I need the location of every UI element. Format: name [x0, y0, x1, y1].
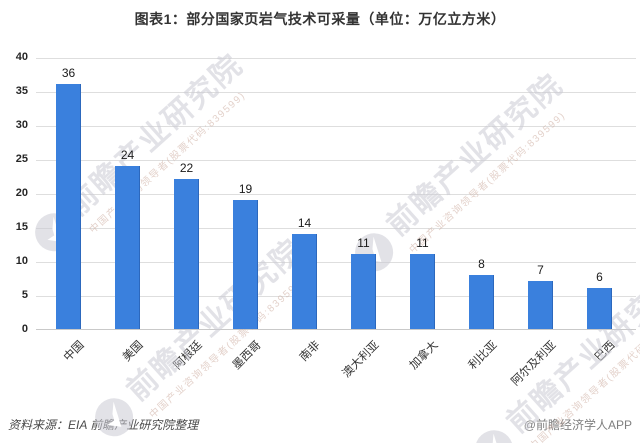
- bar: [469, 274, 494, 329]
- bar: [587, 288, 612, 329]
- plot-area: 36 24 22 19 14 11 11 8 7 6: [36, 58, 636, 330]
- y-tick-label: 35: [15, 85, 28, 97]
- gridline: [36, 296, 636, 297]
- y-tick-label: 0: [21, 323, 28, 335]
- gridline: [36, 194, 636, 195]
- y-tick-label: 15: [15, 221, 28, 233]
- gridline: [36, 58, 636, 59]
- bar-value-label: 11: [416, 236, 429, 251]
- y-tick-label: 40: [15, 51, 28, 63]
- chart-title: 图表1：部分国家页岩气技术可采量（单位：万亿立方米）: [134, 11, 506, 27]
- bar: [410, 254, 435, 329]
- bar: [292, 233, 317, 329]
- bar: [528, 281, 553, 329]
- bar-value-label: 24: [120, 147, 135, 162]
- bar-value-label: 19: [238, 181, 253, 196]
- bar-value-label: 22: [179, 161, 194, 176]
- bar: [115, 165, 140, 329]
- gridline: [36, 262, 636, 263]
- bar-value-label: 36: [61, 66, 76, 81]
- y-tick-label: 25: [15, 153, 28, 165]
- bar: [56, 84, 81, 329]
- gridline: [36, 228, 636, 229]
- y-tick-label: 20: [15, 187, 28, 199]
- x-axis-line: [36, 329, 636, 330]
- gridline: [36, 92, 636, 93]
- source-note: 资料来源：EIA 前瞻产业研究院整理: [8, 418, 199, 432]
- bar: [174, 179, 199, 329]
- gridline: [36, 160, 636, 161]
- bar-value-label: 6: [596, 270, 603, 285]
- bar-value-label: 14: [297, 215, 312, 230]
- bar-value-label: 8: [478, 256, 485, 271]
- y-tick-label: 5: [21, 289, 28, 301]
- y-tick-label: 10: [15, 255, 28, 267]
- y-tick-label: 30: [15, 119, 28, 131]
- bar: [351, 254, 376, 329]
- bar-value-label: 11: [357, 236, 370, 251]
- gridline: [36, 126, 636, 127]
- bar: [233, 199, 258, 329]
- bar-value-label: 7: [537, 263, 544, 278]
- credit-note: @前瞻经济学人APP: [523, 418, 632, 432]
